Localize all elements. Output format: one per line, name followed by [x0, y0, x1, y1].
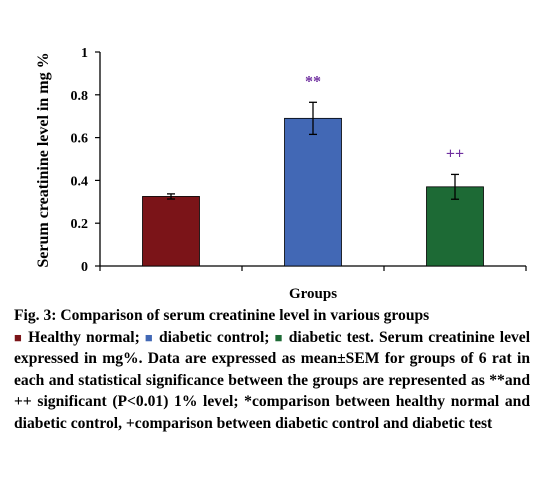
- error-bars: [167, 101, 459, 200]
- bar-chart: 0 0.2 0.4 0.6 0.8 1 ** ++ Serum creatinine lev…: [35, 46, 527, 302]
- caption-title: Fig. 3: Comparison of serum creatinine l…: [14, 307, 430, 324]
- y-tick-label: 0.8: [71, 89, 89, 104]
- x-axis-label: Groups: [289, 286, 337, 302]
- bars: [142, 117, 484, 267]
- x-axis: [99, 265, 527, 271]
- legend-label-healthy: Healthy normal;: [28, 328, 140, 346]
- legend-marker-healthy: ■: [14, 329, 24, 345]
- bar: [142, 196, 200, 267]
- caption-body: ■ Healthy normal; ■ diabetic control; ■ …: [14, 327, 530, 435]
- y-tick-label: 0: [81, 260, 88, 275]
- y-tick-label: 1: [81, 46, 88, 61]
- legend-label-control: diabetic control;: [159, 328, 270, 346]
- legend-marker-test: ■: [274, 329, 284, 345]
- y-tick-label: 0.2: [71, 217, 89, 232]
- y-axis-label: Serum creatinine level in mg %: [35, 52, 52, 267]
- legend-marker-control: ■: [144, 329, 154, 345]
- legend-label-test: diabetic test.: [288, 328, 374, 346]
- significance-annotations: ** ++: [305, 73, 464, 162]
- y-tick-label: 0.4: [71, 174, 89, 189]
- caption-text: Serum creatinine level expressed in mg%.…: [14, 328, 531, 432]
- bar: [426, 186, 484, 267]
- figure-caption: Fig. 3: Comparison of serum creatinine l…: [14, 305, 530, 435]
- significance-label: **: [305, 73, 321, 90]
- bar: [284, 117, 342, 267]
- y-tick-label: 0.6: [71, 132, 89, 147]
- significance-label: ++: [446, 145, 464, 162]
- y-axis: 0 0.2 0.4 0.6 0.8 1: [71, 46, 101, 275]
